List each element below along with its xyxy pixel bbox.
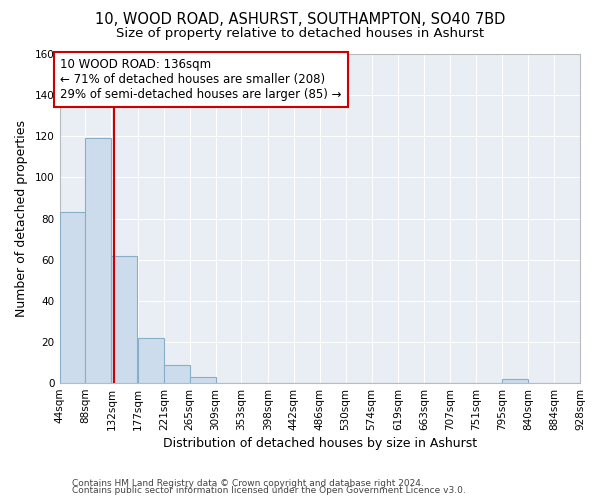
Text: 10, WOOD ROAD, ASHURST, SOUTHAMPTON, SO40 7BD: 10, WOOD ROAD, ASHURST, SOUTHAMPTON, SO4…	[95, 12, 505, 28]
Bar	[138, 338, 164, 383]
Bar	[190, 377, 215, 383]
Text: 10 WOOD ROAD: 136sqm
← 71% of detached houses are smaller (208)
29% of semi-deta: 10 WOOD ROAD: 136sqm ← 71% of detached h…	[60, 58, 341, 101]
Bar	[85, 138, 112, 383]
Text: Size of property relative to detached houses in Ashurst: Size of property relative to detached ho…	[116, 28, 484, 40]
Bar	[59, 212, 85, 383]
Bar	[112, 256, 137, 383]
Y-axis label: Number of detached properties: Number of detached properties	[15, 120, 28, 317]
X-axis label: Distribution of detached houses by size in Ashurst: Distribution of detached houses by size …	[163, 437, 477, 450]
Text: Contains HM Land Registry data © Crown copyright and database right 2024.: Contains HM Land Registry data © Crown c…	[72, 478, 424, 488]
Text: Contains public sector information licensed under the Open Government Licence v3: Contains public sector information licen…	[72, 486, 466, 495]
Bar	[502, 379, 527, 383]
Bar	[164, 364, 190, 383]
